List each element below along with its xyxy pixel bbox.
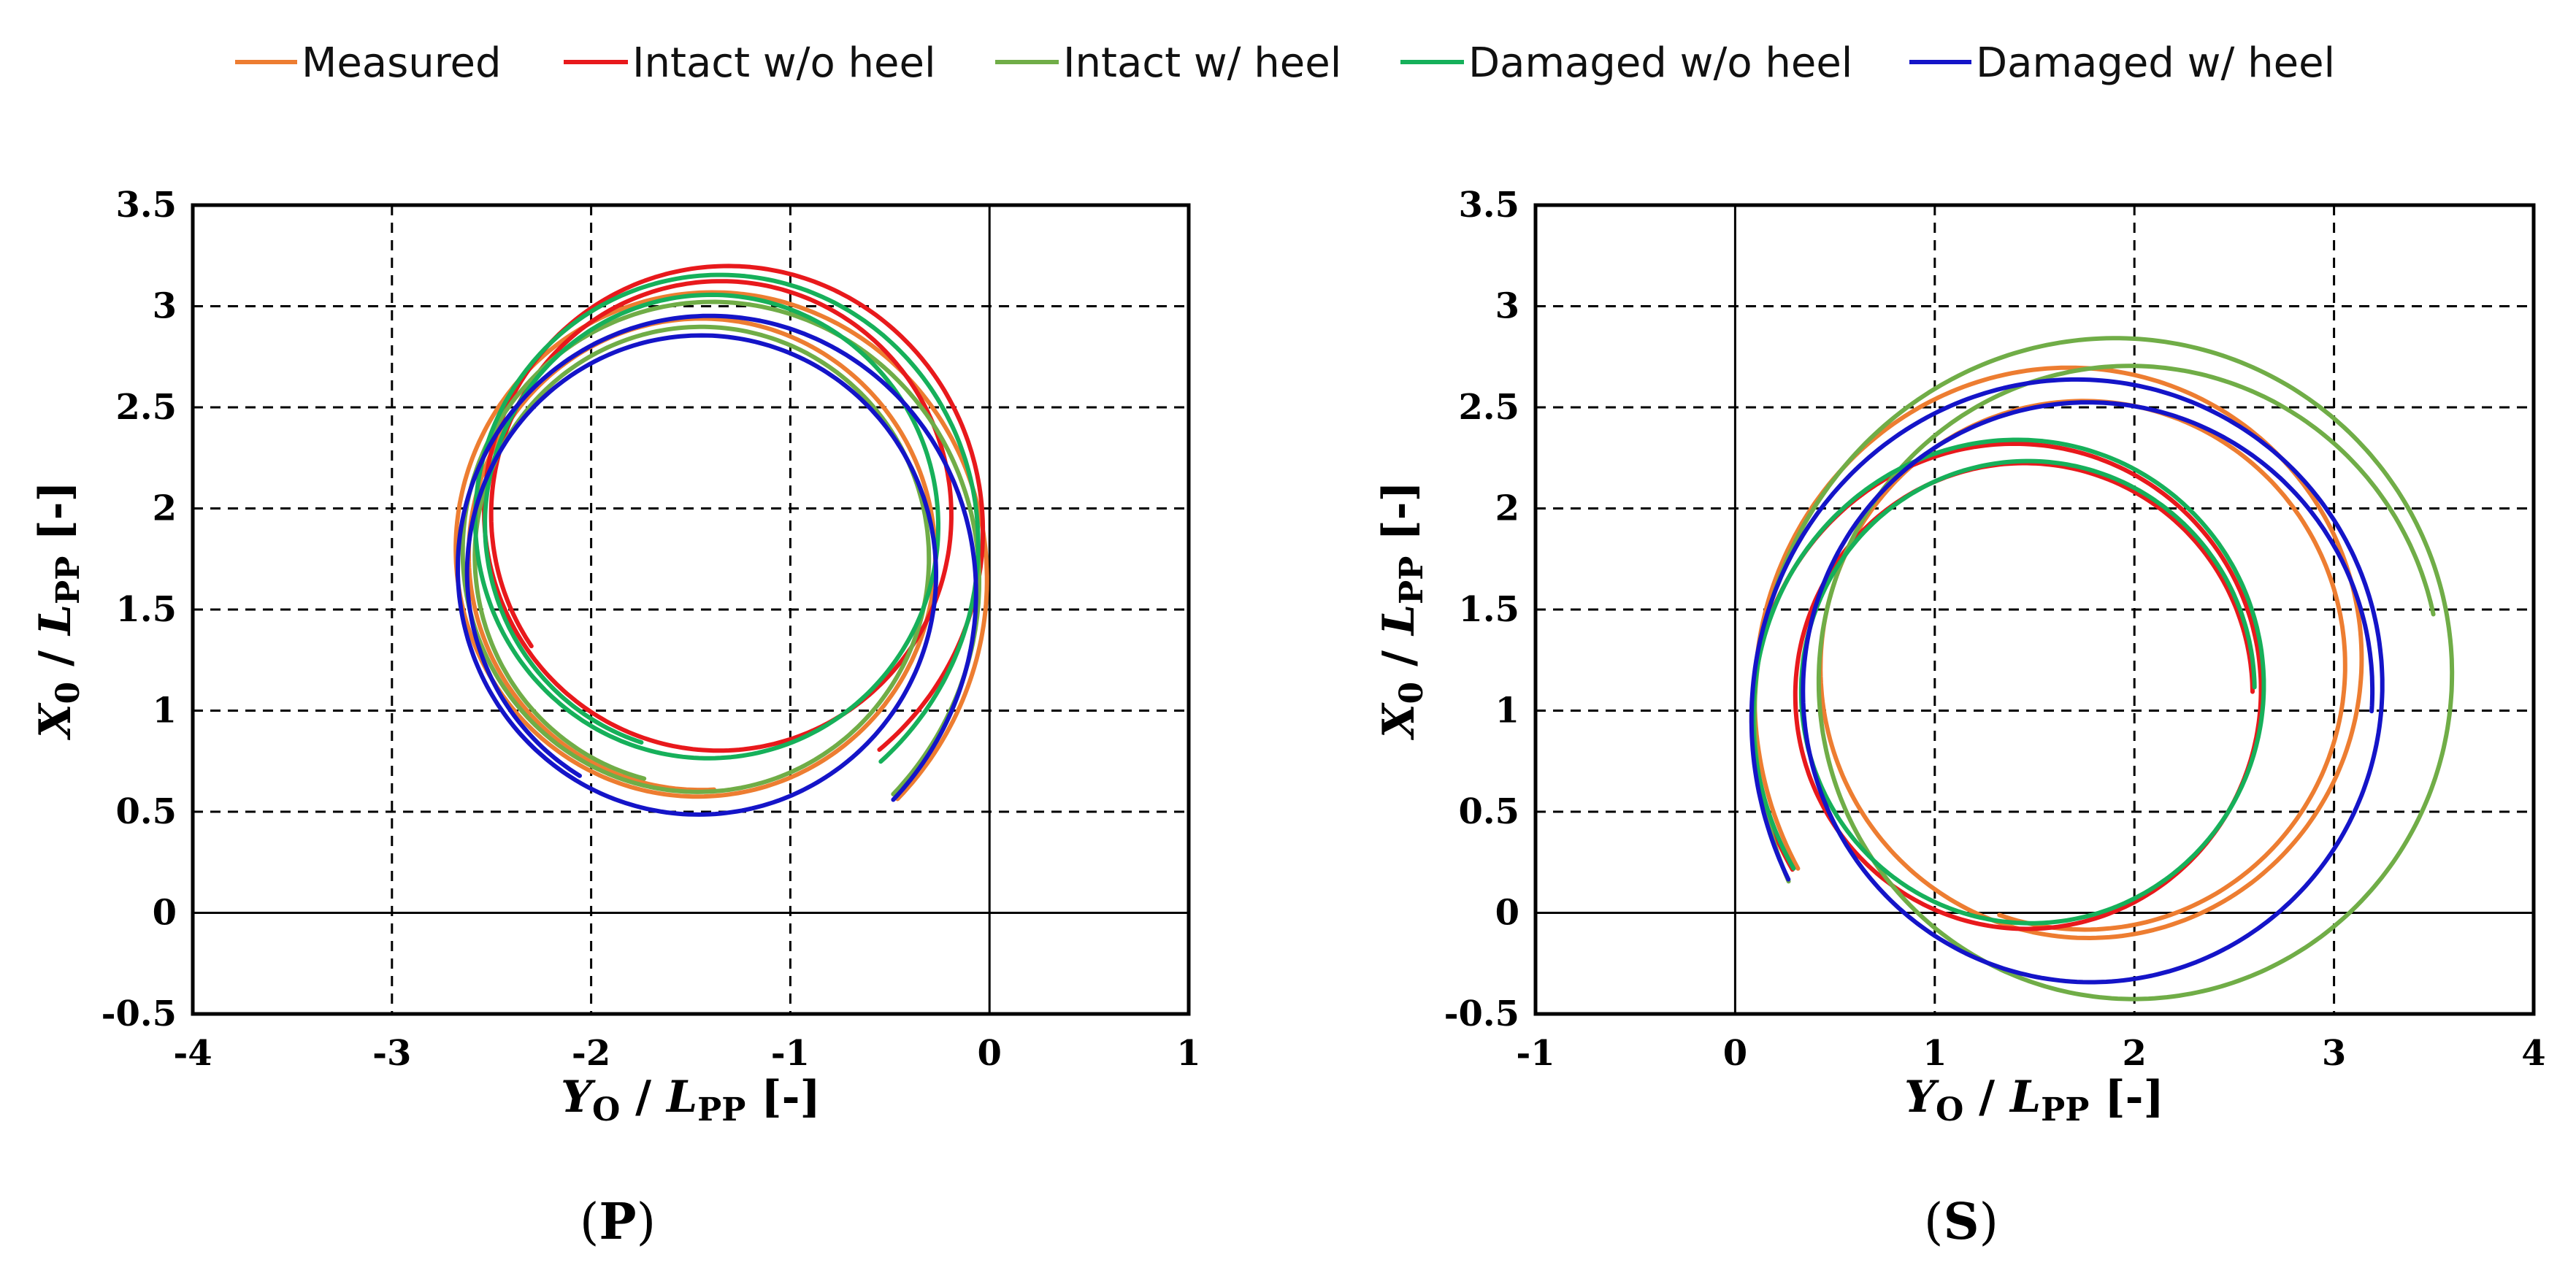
y-tick-label: -0.5 [101, 993, 177, 1034]
curve-layer [1749, 336, 2455, 1002]
legend-label-intact-no-heel: Intact w/o heel [632, 39, 936, 87]
legend-item-damaged-no-heel: Damaged w/o heel [1400, 39, 1852, 87]
trajectory-measured [453, 290, 989, 802]
y-tick-label: 3.5 [1458, 185, 1519, 226]
grid-lines [1536, 205, 2534, 1014]
trajectory-intact-no-heel [1749, 441, 2263, 931]
y-tick-label: 2.5 [115, 387, 177, 428]
curve-layer [453, 264, 989, 817]
legend-label-intact-heel: Intact w/ heel [1063, 39, 1341, 87]
plot-frame [191, 203, 1191, 1016]
legend-item-intact-no-heel: Intact w/o heel [564, 39, 936, 87]
y-axis-title: X0 / LPP [-] [30, 481, 87, 741]
y-tick-label: 1.5 [115, 589, 177, 630]
y-tick-label: 1.5 [1458, 589, 1519, 630]
trajectory-measured [1752, 365, 2364, 940]
y-tick-label: -0.5 [1444, 993, 1519, 1034]
panel-label-p: (P) [580, 1193, 656, 1251]
legend-label-measured: Measured [302, 39, 502, 87]
x-axis-title: YO / LPP [-] [561, 1072, 821, 1129]
legend-label-damaged-heel: Damaged w/ heel [1976, 39, 2335, 87]
x-tick-label: -3 [372, 1033, 411, 1074]
y-tick-label: 3 [1495, 286, 1519, 327]
y-tick-label: 1 [1495, 691, 1519, 731]
y-tick-label: 2 [153, 488, 177, 529]
plot-frame [1533, 203, 2536, 1016]
x-tick-label: -4 [173, 1033, 212, 1074]
panel-label-s: (S) [1924, 1193, 1998, 1251]
y-tick-labels: -0.5 0 0.5 1 1.5 2 2.5 3 3.5 [1444, 185, 1519, 1034]
trajectory-intact-no-heel [482, 264, 986, 753]
chart-panel-p: -0.5 0 0.5 1 1.5 2 2.5 3 3.5 -4 -3 -2 -1 0 1 YO / LPP… [30, 185, 1201, 1251]
x-tick-label: 1 [1923, 1033, 1947, 1074]
trajectory-intact-heel [1752, 336, 2455, 1002]
y-tick-label: 0 [1495, 893, 1519, 934]
y-tick-label: 0.5 [115, 791, 177, 832]
trajectory-damaged-heel [456, 313, 978, 817]
y-tick-label: 0.5 [1458, 791, 1519, 832]
legend-item-intact-heel: Intact w/ heel [995, 39, 1341, 87]
legend-label-damaged-no-heel: Damaged w/o heel [1468, 39, 1852, 87]
x-tick-label: 2 [2122, 1033, 2146, 1074]
x-tick-label: 1 [1176, 1033, 1200, 1074]
x-tick-label: 0 [977, 1033, 1001, 1074]
trajectory-damaged-no-heel [472, 272, 981, 764]
y-tick-labels: -0.5 0 0.5 1 1.5 2 2.5 3 3.5 [101, 185, 177, 1034]
x-axis-title: YO / LPP [-] [1904, 1072, 2164, 1129]
x-tick-label: 4 [2521, 1033, 2545, 1074]
trajectory-damaged-no-heel [1751, 437, 2266, 926]
grid-lines [193, 205, 1189, 1014]
trajectory-damaged-heel [1749, 377, 2385, 985]
legend: Measured Intact w/o heel Intact w/ heel … [235, 39, 2335, 87]
x-tick-labels: -4 -3 -2 -1 0 1 [173, 1033, 1200, 1074]
y-tick-label: 3 [153, 286, 177, 327]
x-tick-label: 0 [1723, 1033, 1747, 1074]
x-tick-label: -2 [572, 1033, 610, 1074]
x-tick-label: -1 [1516, 1033, 1555, 1074]
y-tick-label: 0 [153, 893, 177, 934]
y-axis-title: X0 / LPP [-] [1373, 481, 1430, 741]
y-tick-label: 2.5 [1458, 387, 1519, 428]
x-tick-labels: -1 0 1 2 3 4 [1516, 1033, 2545, 1074]
y-tick-label: 3.5 [115, 185, 177, 226]
x-tick-label: 3 [2322, 1033, 2346, 1074]
y-tick-label: 2 [1495, 488, 1519, 529]
chart-panel-s: -0.5 0 0.5 1 1.5 2 2.5 3 3.5 -1 0 1 2 3 4 YO / LPP [-… [1373, 185, 2546, 1251]
x-tick-label: -1 [771, 1033, 810, 1074]
y-tick-label: 1 [153, 691, 177, 731]
legend-item-measured: Measured [235, 39, 502, 87]
legend-item-damaged-heel: Damaged w/ heel [1909, 39, 2335, 87]
